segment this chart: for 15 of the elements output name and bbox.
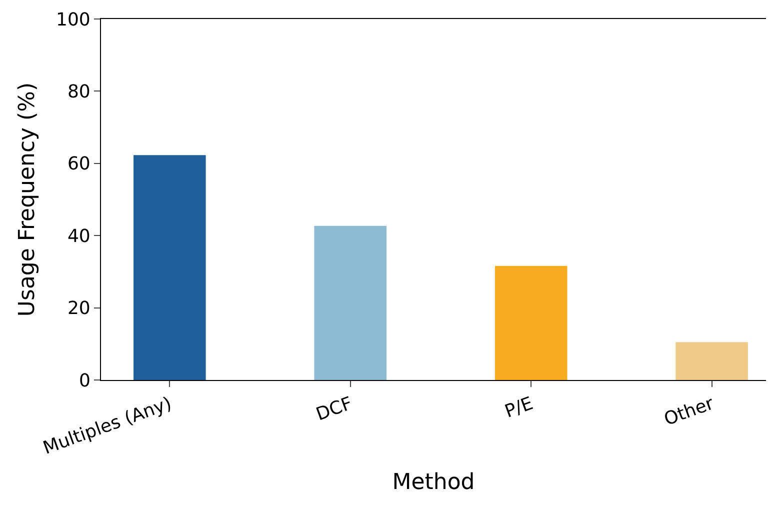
- bar: [494, 266, 568, 380]
- x-tick-label: DCF: [313, 393, 356, 426]
- x-tick-label: P/E: [502, 393, 536, 422]
- x-tick-label: Other: [661, 392, 718, 430]
- bar: [314, 226, 387, 380]
- y-tick-label: 40: [67, 226, 90, 247]
- y-tick-label: 20: [67, 298, 90, 320]
- y-tick-label: 0: [78, 370, 90, 392]
- y-tick-label: 100: [56, 9, 90, 30]
- bar: [676, 342, 748, 380]
- x-axis-title: Method: [392, 470, 475, 495]
- y-tick-label: 60: [67, 154, 90, 175]
- y-tick-label: 80: [67, 82, 90, 102]
- y-axis-title: Usage Frequency (%): [14, 82, 40, 317]
- bar: [134, 155, 206, 380]
